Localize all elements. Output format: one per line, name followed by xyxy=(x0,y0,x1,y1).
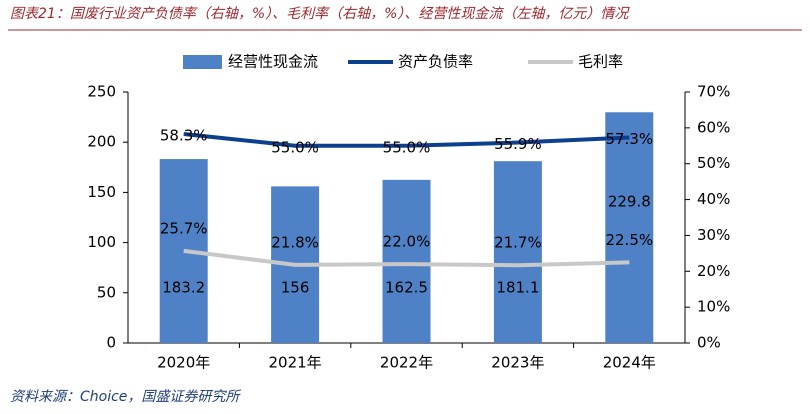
y2-tick-label: 30% xyxy=(697,226,730,244)
y2-tick-label: 50% xyxy=(697,154,730,172)
line-label: 22.0% xyxy=(383,233,431,251)
x-tick-label: 2020年 xyxy=(157,354,210,372)
bar xyxy=(493,161,542,343)
y-tick-label: 250 xyxy=(87,83,116,101)
y2-tick-label: 0% xyxy=(697,334,721,352)
y2-tick-label: 10% xyxy=(697,298,730,316)
bar xyxy=(382,179,431,343)
x-tick-label: 2022年 xyxy=(380,354,433,372)
y-tick-label: 100 xyxy=(87,233,116,251)
bar-label: 183.2 xyxy=(162,279,205,297)
bar-label: 181.1 xyxy=(496,279,539,297)
y-tick-label: 200 xyxy=(87,133,116,151)
y-tick-label: 150 xyxy=(87,183,116,201)
y2-tick-label: 70% xyxy=(697,83,730,101)
y2-tick-label: 40% xyxy=(697,190,730,208)
bar-label: 156 xyxy=(281,279,310,297)
line-label: 25.7% xyxy=(160,219,208,237)
line xyxy=(183,131,630,148)
legend-label: 毛利率 xyxy=(578,53,623,71)
line-label: 55.0% xyxy=(271,138,319,156)
line-label: 58.3% xyxy=(160,126,208,144)
legend-swatch xyxy=(183,55,222,69)
x-tick-label: 2021年 xyxy=(269,354,322,372)
line-label: 55.0% xyxy=(383,138,431,156)
y-tick-label: 50 xyxy=(97,283,116,301)
bar-label: 162.5 xyxy=(385,279,428,297)
y2-tick-label: 60% xyxy=(697,118,730,136)
line xyxy=(183,248,630,268)
x-tick-label: 2024年 xyxy=(603,354,656,372)
legend-label: 经营性现金流 xyxy=(228,53,318,71)
chart-title: 图表21：国废行业资产负债率（右轴，%）、毛利率（右轴，%）、经营性现金流（左轴… xyxy=(10,6,630,22)
line-label: 21.8% xyxy=(271,233,319,251)
line-label: 21.7% xyxy=(494,234,542,252)
x-tick-label: 2023年 xyxy=(491,354,544,372)
y-tick-label: 0 xyxy=(106,334,116,352)
line-label: 22.5% xyxy=(605,231,653,249)
source: 资料来源：Choice，国盛证券研究所 xyxy=(10,389,241,405)
bar xyxy=(605,112,654,344)
bar-label: 229.8 xyxy=(608,193,651,211)
y2-tick-label: 20% xyxy=(697,262,730,280)
legend-label: 资产负债率 xyxy=(398,53,473,71)
line-label: 55.9% xyxy=(494,135,542,153)
line-label: 57.3% xyxy=(605,130,653,148)
